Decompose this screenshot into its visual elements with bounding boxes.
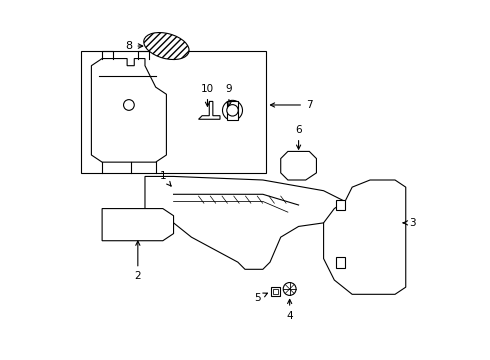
Text: 10: 10 — [201, 84, 214, 106]
Circle shape — [227, 105, 238, 116]
Ellipse shape — [144, 32, 189, 59]
Text: 9: 9 — [225, 84, 232, 106]
Polygon shape — [145, 176, 345, 269]
Bar — [336, 257, 345, 267]
Polygon shape — [323, 180, 406, 294]
Text: 5: 5 — [254, 293, 268, 303]
Bar — [271, 287, 280, 296]
Text: 7: 7 — [270, 100, 313, 110]
Polygon shape — [102, 208, 173, 241]
Polygon shape — [198, 102, 220, 119]
Text: 6: 6 — [295, 125, 302, 149]
Text: 8: 8 — [125, 41, 143, 51]
Bar — [336, 200, 345, 210]
Circle shape — [283, 283, 296, 296]
Polygon shape — [92, 59, 167, 162]
Text: 1: 1 — [160, 171, 171, 186]
Polygon shape — [281, 152, 317, 180]
Circle shape — [123, 100, 134, 111]
Text: 3: 3 — [403, 218, 416, 228]
Circle shape — [222, 100, 243, 120]
Bar — [81, 51, 267, 173]
Text: 4: 4 — [286, 300, 293, 321]
Bar — [273, 289, 278, 294]
Bar — [227, 101, 238, 120]
Text: 2: 2 — [135, 241, 141, 282]
